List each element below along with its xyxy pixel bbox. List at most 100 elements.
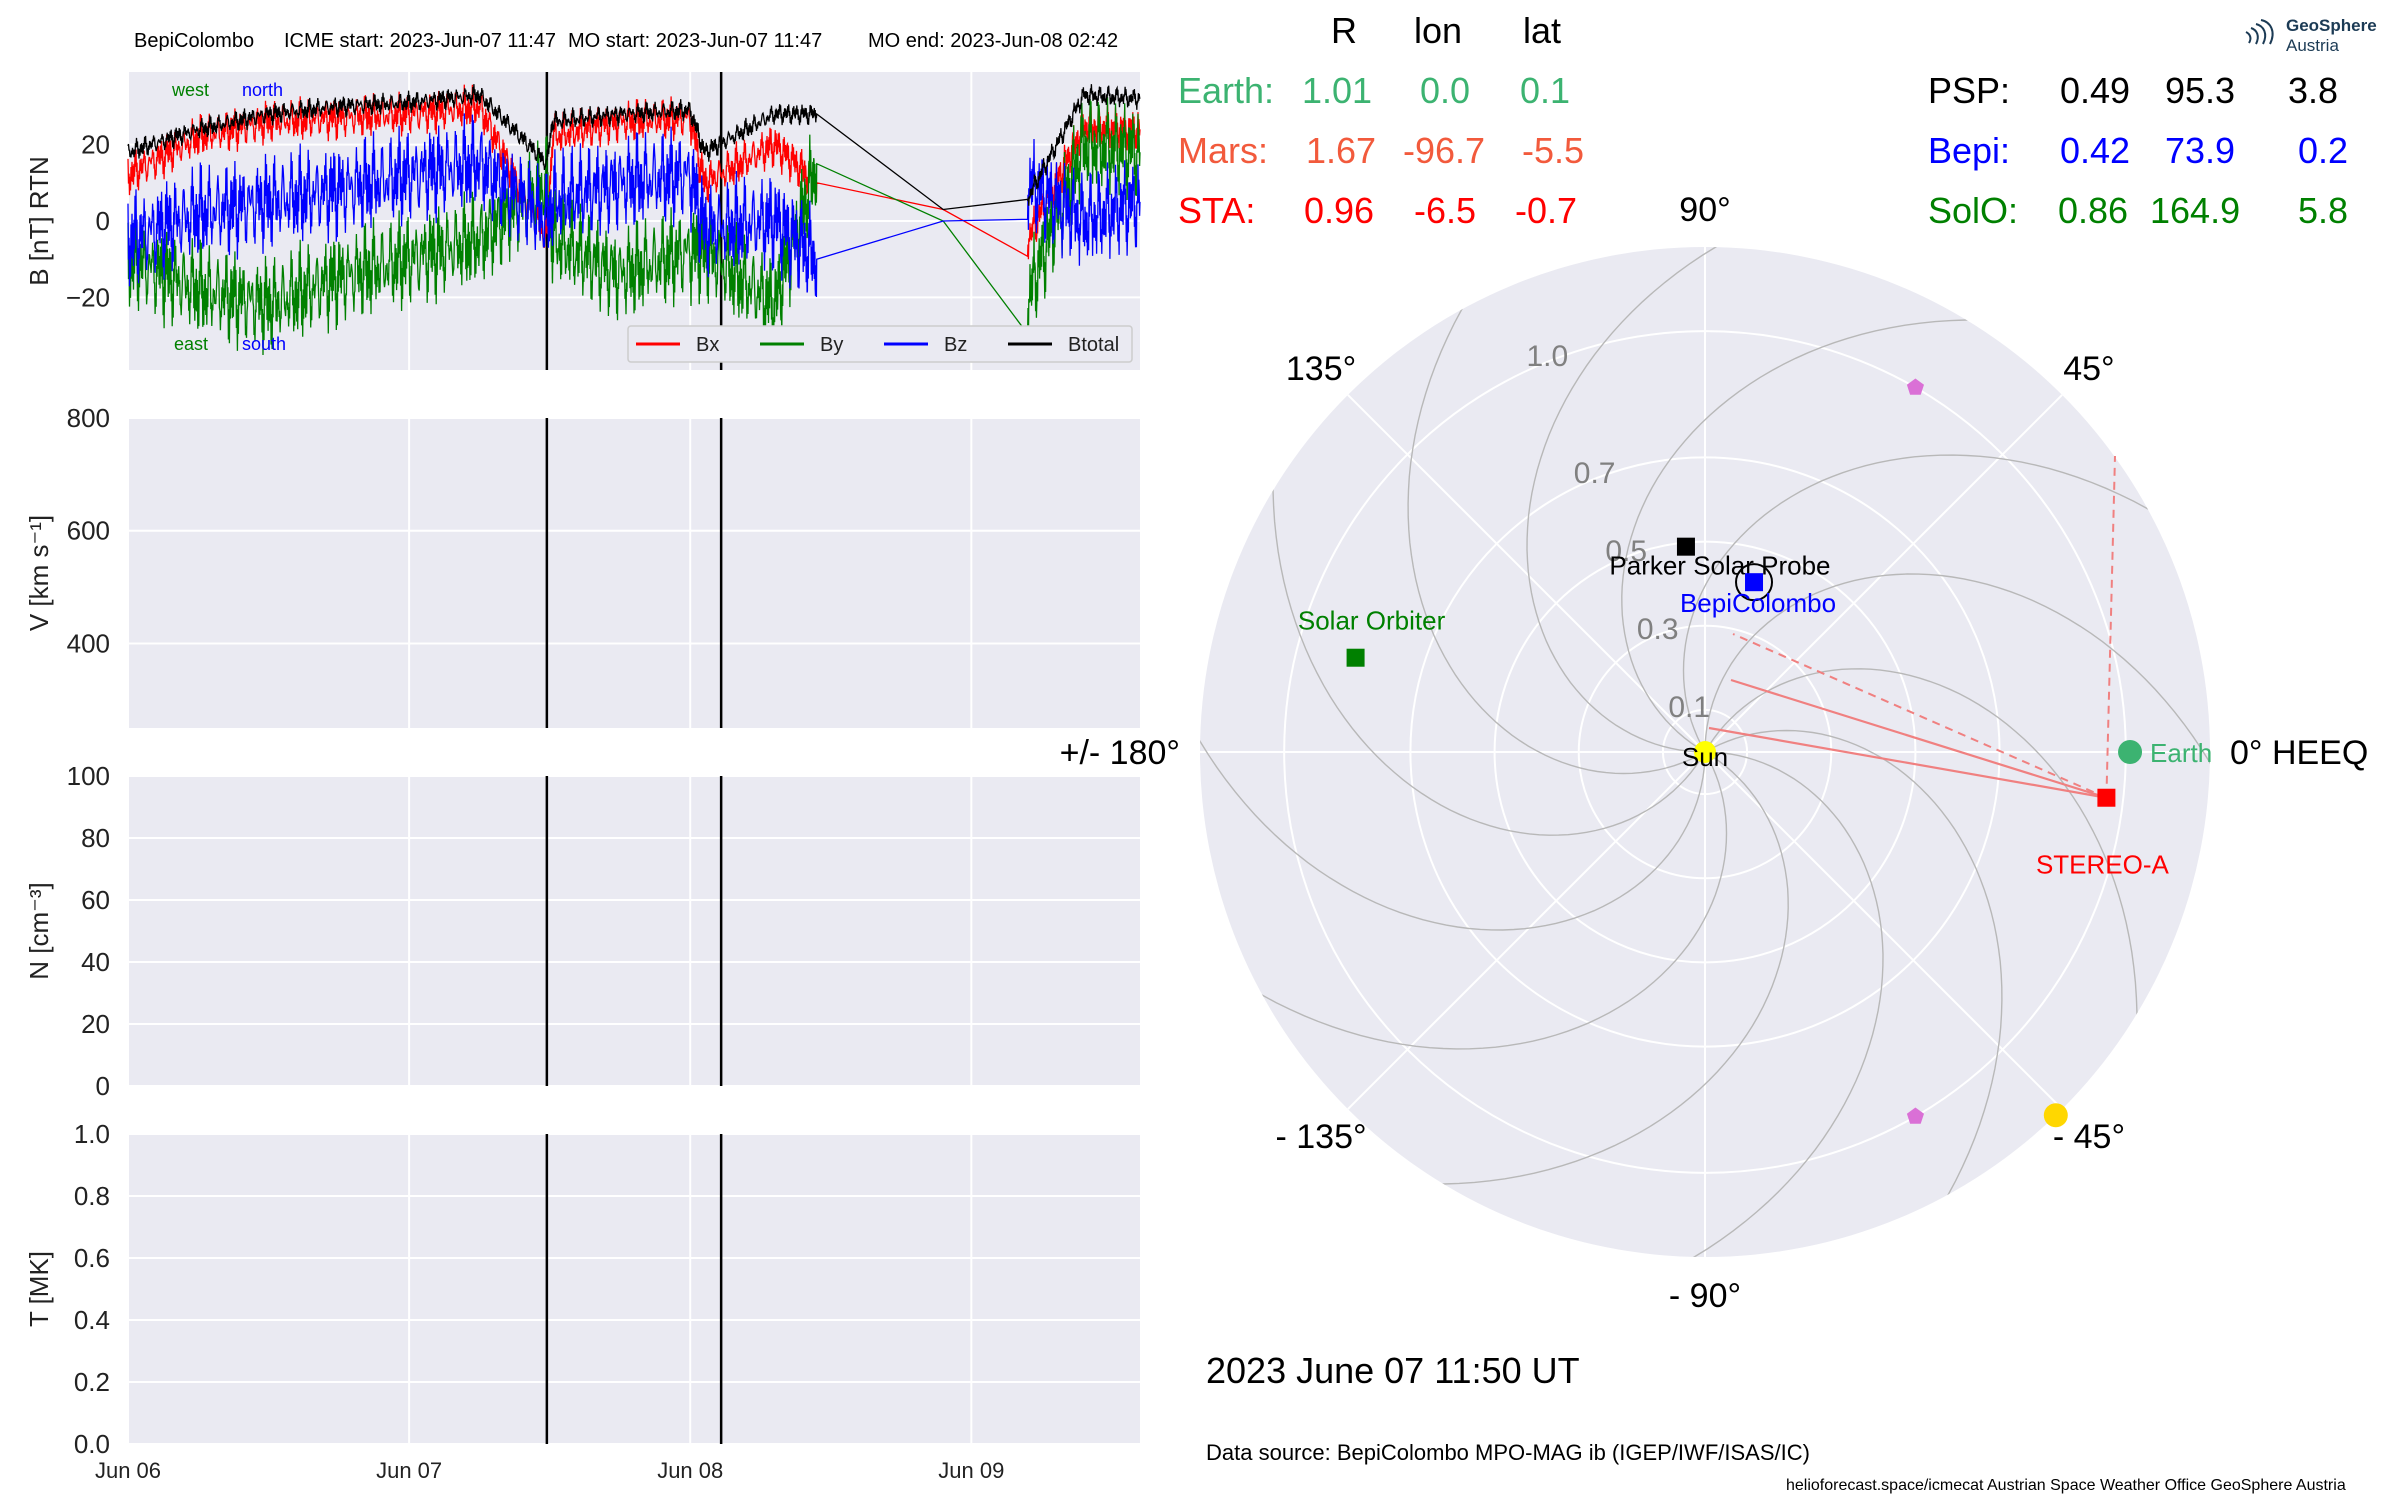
y-tick-label: −20: [66, 282, 110, 312]
row-sta-label: STA:: [1178, 190, 1256, 231]
bepi-target-ring: [1735, 563, 1774, 602]
row-mars-r: 1.67: [1306, 130, 1377, 171]
angle-label: 135°: [1286, 350, 1356, 388]
marker-parker-solar-probe: [1676, 537, 1695, 556]
row-psp-r: 0.49: [2060, 70, 2131, 111]
y-tick-label: 0.2: [74, 1367, 110, 1397]
sta-view-dashed: [2105, 455, 2116, 798]
plot-datetime: 2023 June 07 11:50 UT: [1206, 1350, 1580, 1391]
angle-label: 45°: [2063, 350, 2114, 388]
label-stereo-a: STEREO-A: [2036, 850, 2170, 880]
row-solo-lat: 5.8: [2298, 190, 2349, 231]
label-east: east: [174, 334, 208, 354]
marker-l5-marker: [1906, 1107, 1924, 1124]
y-tick-label: 100: [67, 761, 110, 791]
radial-label: 1.0: [1526, 340, 1568, 373]
label-earth: Earth: [2150, 738, 2212, 768]
y-tick-label: 600: [67, 516, 110, 546]
panel-density: 100 80 60 40 20 0 N [cm⁻³]: [24, 761, 1140, 1101]
y-tick-label: 80: [81, 823, 110, 853]
label-west: west: [171, 80, 209, 100]
sta-view-dashed: [1732, 633, 2107, 799]
row-psp-label: PSP:: [1928, 70, 2011, 111]
x-tick-label: Jun 07: [376, 1458, 442, 1483]
parker-spiral: [1704, 573, 2210, 991]
marker-bepicolombo: [1745, 573, 1764, 592]
sta-view-line: [1708, 726, 2107, 799]
row-sta-lon: -6.5: [1414, 190, 1477, 231]
y-tick-label: 800: [67, 403, 110, 433]
legend-label-Btotal: Btotal: [1068, 334, 1119, 356]
y-axis-label: B [nT] RTN: [24, 156, 54, 286]
credits: helioforecast.space/icmecat Austrian Spa…: [1786, 1477, 2346, 1494]
radial-label: 0.5: [1605, 535, 1647, 568]
logo-name: GeoSphere: [2286, 16, 2377, 35]
series-Btotal: [127, 84, 1141, 211]
panel-background: [128, 1134, 1140, 1444]
row-psp-lat: 3.8: [2288, 70, 2339, 111]
row-bepi-lon: 73.9: [2165, 130, 2236, 171]
y-axis-label: N [cm⁻³]: [24, 882, 54, 980]
title-spacecraft: BepiColombo: [134, 30, 255, 52]
row-mars-label: Mars:: [1178, 130, 1268, 171]
panel-magnetic-field: 20 0 −20 B [nT] RTN west north east south Bx By Bz…: [24, 72, 1141, 370]
y-tick-label: 400: [67, 628, 110, 658]
y-tick-label: 0: [96, 206, 110, 236]
angle-label: 90°: [1679, 191, 1730, 229]
data-source: Data source: BepiColombo MPO-MAG ib (IGE…: [1206, 1440, 1810, 1465]
row-solo-lon: 164.9: [2150, 190, 2241, 231]
y-axis-label: T [MK]: [24, 1251, 54, 1327]
y-tick-label: 20: [81, 1009, 110, 1039]
marker-earth: [2118, 740, 2143, 764]
y-tick-label: 1.0: [74, 1119, 110, 1149]
row-psp-lon: 95.3: [2165, 70, 2236, 111]
polar-plot: 0.1 0.3 0.5 0.7 1.0 0° HEEQ 45° 90° 135° +/- 180°…: [1060, 191, 2369, 1315]
angle-label: - 135°: [1275, 1118, 1366, 1156]
row-earth-lat: 0.1: [1520, 70, 1571, 111]
panel-background: [128, 776, 1140, 1086]
y-tick-label: 0.8: [74, 1181, 110, 1211]
label-north: north: [242, 80, 283, 100]
y-tick-label: 40: [81, 947, 110, 977]
row-bepi-r: 0.42: [2060, 130, 2131, 171]
row-solo-label: SolO:: [1928, 190, 2019, 231]
panel-velocity: 800 600 400 V [km s⁻¹]: [24, 403, 1140, 728]
x-tick-label: Jun 09: [938, 1458, 1004, 1483]
row-sta-lat: -0.7: [1515, 190, 1578, 231]
legend: Bx By Bz Btotal: [627, 325, 1133, 363]
sta-view-line: [1730, 678, 2107, 799]
marker-l4-marker: [1906, 378, 1924, 395]
row-bepi-lat: 0.2: [2298, 130, 2349, 171]
legend-label-By: By: [820, 334, 843, 356]
table-header-lat: lat: [1523, 10, 1562, 51]
label-solar-orbiter: Solar Orbiter: [1298, 606, 1446, 636]
legend-label-Bz: Bz: [944, 334, 967, 356]
row-earth-r: 1.01: [1302, 70, 1373, 111]
label-south: south: [242, 334, 286, 354]
legend-label-Bx: Bx: [696, 334, 719, 356]
radial-label: 0.3: [1637, 613, 1679, 646]
x-tick-label: Jun 08: [657, 1458, 723, 1483]
marker-solar-orbiter: [1346, 648, 1365, 667]
angle-label: +/- 180°: [1060, 734, 1180, 772]
radial-label: 0.1: [1668, 691, 1710, 724]
parker-spiral: [1466, 751, 1884, 1257]
y-tick-label: 0: [96, 1071, 110, 1101]
marker-stereo-a: [2097, 788, 2116, 807]
row-mars-lat: -5.5: [1522, 130, 1585, 171]
y-tick-label: 0.6: [74, 1243, 110, 1273]
table-header-lon: lon: [1414, 10, 1463, 51]
row-solo-r: 0.86: [2058, 190, 2129, 231]
panel-temperature: 1.0 0.8 0.6 0.4 0.2 0.0 T [MK]: [24, 1119, 1140, 1459]
panel-background: [128, 418, 1140, 728]
x-tick-label: Jun 06: [95, 1458, 161, 1483]
angle-label: - 90°: [1669, 1277, 1741, 1315]
label-bepicolombo: BepiColombo: [1680, 588, 1836, 618]
y-tick-label: 0.0: [74, 1429, 110, 1459]
y-tick-label: 0.4: [74, 1305, 110, 1335]
row-mars-lon: -96.7: [1403, 130, 1486, 171]
angle-label: 0° HEEQ: [2230, 734, 2368, 772]
geosphere-logo-icon: [2245, 19, 2274, 45]
label-parker-solar-probe: Parker Solar Probe: [1609, 551, 1830, 581]
y-tick-label: 60: [81, 885, 110, 915]
